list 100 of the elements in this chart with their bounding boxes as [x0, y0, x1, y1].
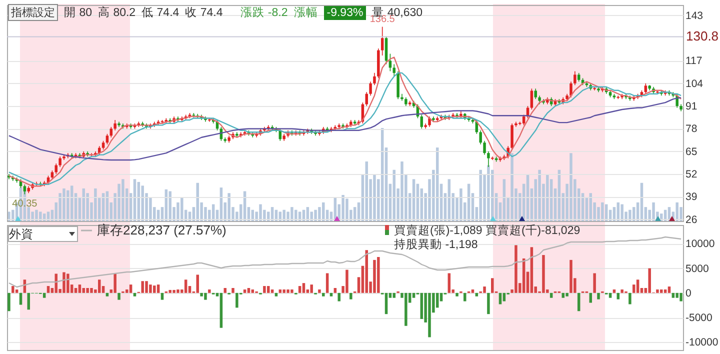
bar	[400, 161, 404, 221]
bar	[266, 286, 270, 293]
bar	[648, 268, 651, 293]
bar	[232, 288, 234, 293]
candlestick	[388, 53, 392, 72]
bar	[114, 273, 116, 293]
bar	[133, 292, 136, 296]
bar	[570, 260, 572, 293]
candlestick	[490, 156, 494, 160]
bar	[274, 292, 278, 296]
candlestick	[384, 36, 388, 65]
bar	[318, 289, 321, 293]
bar	[15, 289, 18, 293]
dropdown-field: 外資	[8, 226, 78, 242]
bar	[290, 289, 294, 293]
bar	[342, 194, 344, 221]
bar	[373, 260, 376, 293]
annotation: 40.35	[12, 198, 38, 210]
candlestick	[365, 92, 368, 106]
bar	[118, 292, 120, 300]
bar	[471, 289, 474, 293]
candlestick	[373, 72, 376, 86]
bar	[636, 280, 640, 293]
bar	[12, 286, 14, 293]
bar	[365, 161, 368, 221]
bar	[90, 288, 93, 293]
bar	[251, 289, 254, 293]
bar	[172, 290, 176, 293]
bar	[278, 289, 282, 293]
bar	[676, 292, 678, 298]
bar	[460, 188, 462, 221]
bar	[196, 182, 199, 221]
bar	[620, 289, 624, 293]
bar	[338, 292, 340, 302]
bar	[282, 210, 286, 221]
y-tick-label: 52	[686, 168, 698, 180]
candlestick	[530, 88, 534, 110]
annotation: 指標設定	[8, 4, 58, 21]
ref-line-label: 130.8	[686, 28, 719, 44]
bar	[184, 280, 188, 293]
bar	[298, 286, 302, 293]
bar	[129, 284, 132, 293]
bar	[228, 193, 230, 221]
candlestick	[380, 26, 384, 56]
bar	[153, 286, 156, 293]
bar	[483, 286, 486, 293]
annotation: 漲幅	[294, 6, 318, 20]
bar	[263, 286, 266, 293]
annotation: 高 80.2	[98, 5, 136, 20]
bar	[39, 212, 42, 221]
bar	[475, 292, 478, 296]
candlestick	[106, 134, 109, 145]
bar	[597, 292, 600, 300]
bar	[141, 281, 144, 293]
candlestick	[574, 70, 576, 86]
bar	[282, 289, 286, 293]
bar	[243, 289, 246, 293]
bar	[601, 202, 604, 221]
bar	[46, 286, 50, 293]
candlestick	[420, 114, 424, 130]
bar	[546, 174, 549, 221]
candlestick	[644, 82, 648, 94]
y-tick-label: 5000	[686, 262, 710, 275]
bar	[247, 288, 250, 293]
y-tick-label: -5000	[686, 312, 713, 324]
candlestick	[392, 64, 396, 77]
y-tick-label: 39	[686, 191, 698, 204]
bar	[346, 270, 348, 293]
bar	[149, 284, 152, 293]
annotation: 低 74.4	[142, 6, 180, 20]
bar	[200, 292, 203, 296]
bar	[616, 292, 620, 300]
bar	[78, 284, 82, 293]
bar	[270, 289, 274, 293]
bar	[168, 290, 172, 293]
bar	[660, 289, 663, 293]
candlestick	[514, 121, 518, 128]
bar	[593, 273, 596, 293]
bar	[652, 202, 655, 221]
bar	[550, 292, 553, 298]
bar	[42, 292, 46, 298]
bar	[62, 272, 66, 293]
candlestick	[570, 81, 572, 98]
y-tick-label: 0	[686, 287, 692, 300]
bar	[570, 153, 572, 221]
candlestick	[487, 150, 490, 168]
bar	[290, 207, 294, 221]
bar	[680, 292, 682, 302]
bar	[463, 292, 466, 302]
bar	[514, 245, 518, 293]
bar	[350, 292, 352, 300]
bar	[220, 292, 223, 328]
bar	[676, 202, 678, 221]
bar	[286, 289, 290, 293]
bar	[377, 256, 380, 293]
bar	[66, 274, 70, 293]
bar	[259, 204, 262, 221]
annotation: -9.93%	[324, 6, 366, 20]
bar	[122, 179, 124, 221]
bar	[208, 289, 211, 293]
